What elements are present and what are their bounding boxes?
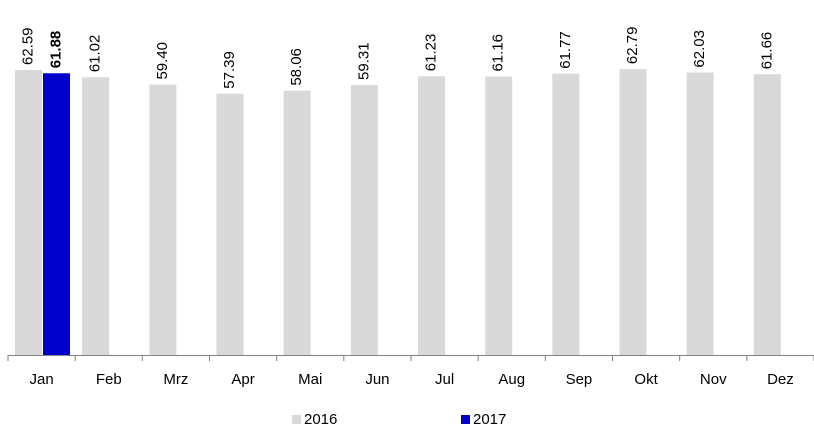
value-label: 59.31 <box>355 42 372 80</box>
bar <box>619 69 647 355</box>
bar <box>485 76 513 356</box>
bar <box>149 84 177 355</box>
bar <box>350 84 378 355</box>
value-label: 59.40 <box>154 42 171 80</box>
bar <box>82 77 110 356</box>
value-label: 58.06 <box>288 48 305 86</box>
value-label: 61.77 <box>557 31 574 69</box>
x-tick-label: Sep <box>566 371 593 388</box>
value-label: 62.59 <box>19 27 36 65</box>
x-tick-label: Jan <box>29 371 53 388</box>
bar <box>418 76 445 355</box>
legend-swatch <box>461 415 470 424</box>
value-label: 61.66 <box>758 32 775 70</box>
value-label: 61.88 <box>47 31 64 69</box>
x-tick-label: Aug <box>498 371 525 388</box>
x-tick-label: Mrz <box>163 371 188 388</box>
x-tick-label: Jun <box>365 371 389 388</box>
legend-swatch <box>292 415 301 424</box>
bar <box>753 74 781 355</box>
legend-label: 2016 <box>304 411 337 428</box>
x-tick-label: Nov <box>700 371 727 388</box>
bar <box>283 90 311 355</box>
bar <box>43 73 70 355</box>
value-label: 62.03 <box>691 30 708 68</box>
x-tick-label: Jul <box>435 371 454 388</box>
bar <box>15 70 42 355</box>
x-tick-label: Feb <box>96 371 122 388</box>
value-label: 62.79 <box>624 27 641 65</box>
bar <box>216 93 244 355</box>
x-tick-label: Mai <box>298 371 322 388</box>
value-label: 61.02 <box>87 35 104 73</box>
x-tick-label: Apr <box>231 371 254 388</box>
value-label: 61.16 <box>490 34 507 72</box>
x-tick-label: Okt <box>634 371 658 388</box>
value-label: 57.39 <box>221 51 238 89</box>
legend-label: 2017 <box>473 411 506 428</box>
value-label: 61.23 <box>422 34 439 72</box>
x-tick-label: Dez <box>767 371 794 388</box>
bar <box>686 72 714 356</box>
bar <box>552 73 580 355</box>
